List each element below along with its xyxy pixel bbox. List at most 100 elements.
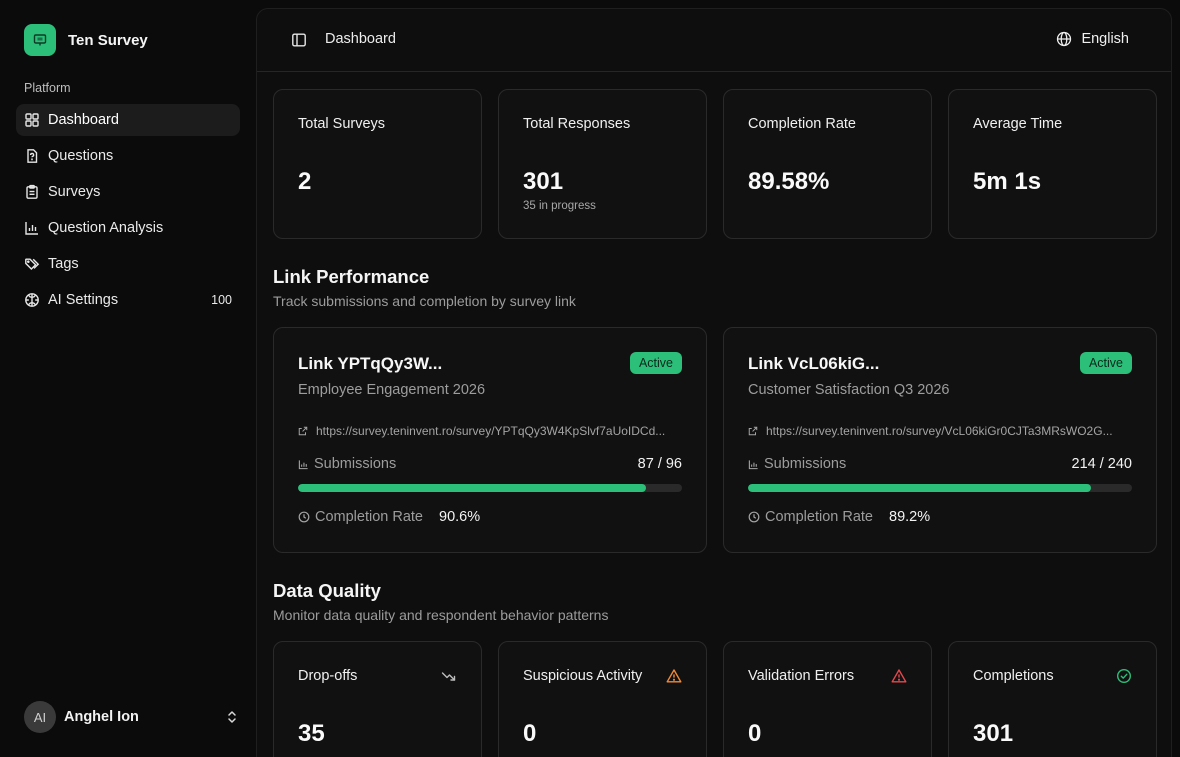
layout-grid-icon [25,113,39,127]
link-performance-title: Link Performance [273,266,430,287]
sidebar-toggle-icon[interactable] [291,32,307,48]
stat-title: Completion Rate [748,116,856,132]
progress-fill [298,484,646,492]
nav-section-label: Platform [24,81,71,95]
user-menu[interactable]: AI Anghel Ion [24,701,240,733]
status-badge: Active [629,352,682,374]
completion-rate-value: 90.6% [439,509,481,525]
stat-value: 2 [298,168,312,195]
topbar: Dashboard English [257,9,1171,72]
sidebar-item-questions[interactable]: Questions [16,140,240,172]
dq-card-completions: Completions 301 [948,641,1157,757]
stat-subtext: 35 in progress [523,200,596,212]
submissions-progress-bar [748,484,1132,492]
link-survey-name: Customer Satisfaction Q3 2026 [748,382,950,398]
data-quality-title: Data Quality [273,580,381,601]
dq-title: Suspicious Activity [523,668,643,684]
alert-triangle-icon [891,669,907,683]
external-link-icon [748,426,758,436]
completion-rate-row: Completion Rate 89.2% [748,509,930,525]
stat-card-average-time: Average Time 5m 1s [948,89,1157,239]
dq-card-suspicious-activity: Suspicious Activity 0 [498,641,707,757]
submissions-row: Submissions 214 / 240 [748,456,1132,472]
app-name: Ten Survey [68,31,148,49]
sidebar: Ten Survey Platform Dashboard Questions … [0,0,256,757]
dq-value: 0 [523,720,537,747]
ai-credits-badge: 100 [211,293,232,307]
user-name: Anghel Ion [64,709,139,725]
link-card[interactable]: Link VcL06kiG... Active Customer Satisfa… [723,327,1157,553]
clock-icon [298,511,310,523]
stat-value: 5m 1s [973,168,1042,195]
link-survey-name: Employee Engagement 2026 [298,382,486,398]
submissions-label: Submissions [314,456,397,472]
dq-title: Validation Errors [748,668,855,684]
stat-title: Total Responses [523,116,631,132]
language-label: English [1081,31,1129,47]
data-quality-description: Monitor data quality and respondent beha… [273,607,609,623]
dq-card-drop-offs: Drop-offs 35 [273,641,482,757]
submissions-value: 214 / 240 [1071,456,1132,472]
link-url[interactable]: https://survey.teninvent.ro/survey/YPTqQ… [298,424,678,438]
link-url[interactable]: https://survey.teninvent.ro/survey/VcL06… [748,424,1128,438]
bar-chart-icon [25,222,38,235]
main-panel: Dashboard English Total Surveys 2 Total … [256,8,1172,757]
avatar: AI [24,701,56,733]
sidebar-item-label: Surveys [48,184,101,200]
tags-icon [25,258,40,270]
sidebar-nav: Dashboard Questions Surveys Question Ana… [16,104,240,320]
link-url-text: https://survey.teninvent.ro/survey/YPTqQ… [316,424,666,438]
sidebar-item-label: Dashboard [48,112,119,128]
external-link-icon [298,426,308,436]
sidebar-item-ai-settings[interactable]: AI Settings 100 [16,284,240,316]
stat-card-total-responses: Total Responses 301 35 in progress [498,89,707,239]
file-question-icon [27,149,38,163]
link-card[interactable]: Link YPTqQy3W... Active Employee Engagem… [273,327,707,553]
link-title: Link VcL06kiG... [748,354,880,373]
stat-value: 89.58% [748,168,830,195]
dq-value: 35 [298,720,325,747]
status-badge: Active [1079,352,1132,374]
trending-down-icon [441,672,456,681]
chevrons-up-down-icon [228,711,236,723]
dq-title: Drop-offs [298,668,358,684]
link-url-text: https://survey.teninvent.ro/survey/VcL06… [766,424,1113,438]
completion-rate-value: 89.2% [889,509,931,525]
app-logo-icon [24,24,56,56]
sidebar-item-surveys[interactable]: Surveys [16,176,240,208]
brain-icon [25,293,39,307]
dq-value: 0 [748,720,762,747]
globe-icon [1057,31,1072,47]
dq-value: 301 [973,720,1014,747]
breadcrumb: Dashboard [325,31,396,47]
completion-rate-row: Completion Rate 90.6% [298,509,480,525]
submissions-row: Submissions 87 / 96 [298,456,682,472]
stat-card-total-surveys: Total Surveys 2 [273,89,482,239]
stat-title: Total Surveys [298,116,386,132]
clock-icon [748,511,760,523]
submissions-label: Submissions [764,456,847,472]
link-performance-description: Track submissions and completion by surv… [273,293,576,309]
submissions-progress-bar [298,484,682,492]
dq-card-validation-errors: Validation Errors 0 [723,641,932,757]
stat-value: 301 [523,168,564,195]
bar-chart-icon [748,459,758,469]
dq-title: Completions [973,668,1054,684]
check-circle-icon [1116,668,1132,684]
bar-chart-icon [298,459,308,469]
alert-triangle-icon [666,669,682,683]
stat-title: Average Time [973,116,1063,132]
language-switcher[interactable]: English [1056,31,1129,47]
completion-rate-label: Completion Rate [765,509,873,525]
brand[interactable]: Ten Survey [24,24,148,56]
submissions-value: 87 / 96 [637,456,682,472]
sidebar-item-label: Question Analysis [48,220,164,236]
sidebar-item-label: AI Settings [48,292,119,308]
sidebar-item-question-analysis[interactable]: Question Analysis [16,212,240,244]
completion-rate-label: Completion Rate [315,509,423,525]
stat-card-completion-rate: Completion Rate 89.58% [723,89,932,239]
sidebar-item-dashboard[interactable]: Dashboard [16,104,240,136]
progress-fill [748,484,1091,492]
sidebar-item-tags[interactable]: Tags [16,248,240,280]
clipboard-list-icon [26,184,38,199]
